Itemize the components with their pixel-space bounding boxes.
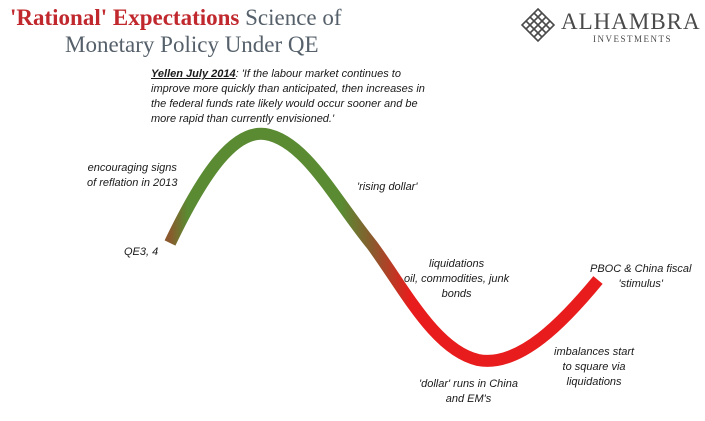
quote-source: Yellen July 2014 (151, 68, 236, 80)
liquidations-line-3: bonds (441, 288, 472, 300)
reflation-line-2: of reflation in 2013 (87, 177, 178, 189)
imbalances-line-2: to square via (562, 361, 626, 373)
liquidations-line-1: liquidations (429, 258, 485, 270)
logo-name: ALHAMBRA (561, 9, 701, 34)
liquidations-line-2: oil, commodities, junk (404, 273, 510, 285)
annotation-imbalances: imbalances start to square via liquidati… (554, 345, 634, 390)
imbalances-line-3: liquidations (566, 376, 622, 388)
title-highlight: 'Rational' Expectations (10, 5, 240, 30)
annotation-liquidations: liquidations oil, commodities, junk bond… (404, 257, 509, 302)
annotation-qe: QE3, 4 (124, 246, 159, 258)
curve-path (164, 127, 603, 367)
dollar-runs-line-1: 'dollar' runs in China (419, 378, 518, 390)
annotation-pboc: PBOC & China fiscal 'stimulus' (590, 262, 691, 292)
diamond-lattice-icon (521, 8, 555, 42)
pboc-line-2: 'stimulus' (618, 278, 664, 290)
reflation-line-1: encouraging signs (87, 162, 177, 174)
pboc-line-1: PBOC & China fiscal (590, 263, 692, 275)
annotation-dollar-runs: 'dollar' runs in China and EM's (419, 377, 518, 407)
title-line-2: Monetary Policy Under QE (65, 32, 319, 57)
title-rest: Science of (245, 5, 342, 30)
alhambra-logo: ALHAMBRA INVESTMENTS (521, 6, 701, 50)
imbalances-line-1: imbalances start (554, 346, 635, 358)
annotation-reflation: encouraging signs of reflation in 2013 (87, 161, 178, 191)
quote-text: : 'If the labour market continues to imp… (151, 68, 425, 125)
page-title: 'Rational' Expectations Science of Monet… (10, 4, 342, 58)
yellen-quote: Yellen July 2014: 'If the labour market … (151, 67, 426, 127)
annotation-rising-dollar: 'rising dollar' (357, 181, 418, 193)
dollar-runs-line-2: and EM's (445, 393, 492, 405)
logo-subtitle: INVESTMENTS (593, 34, 672, 44)
